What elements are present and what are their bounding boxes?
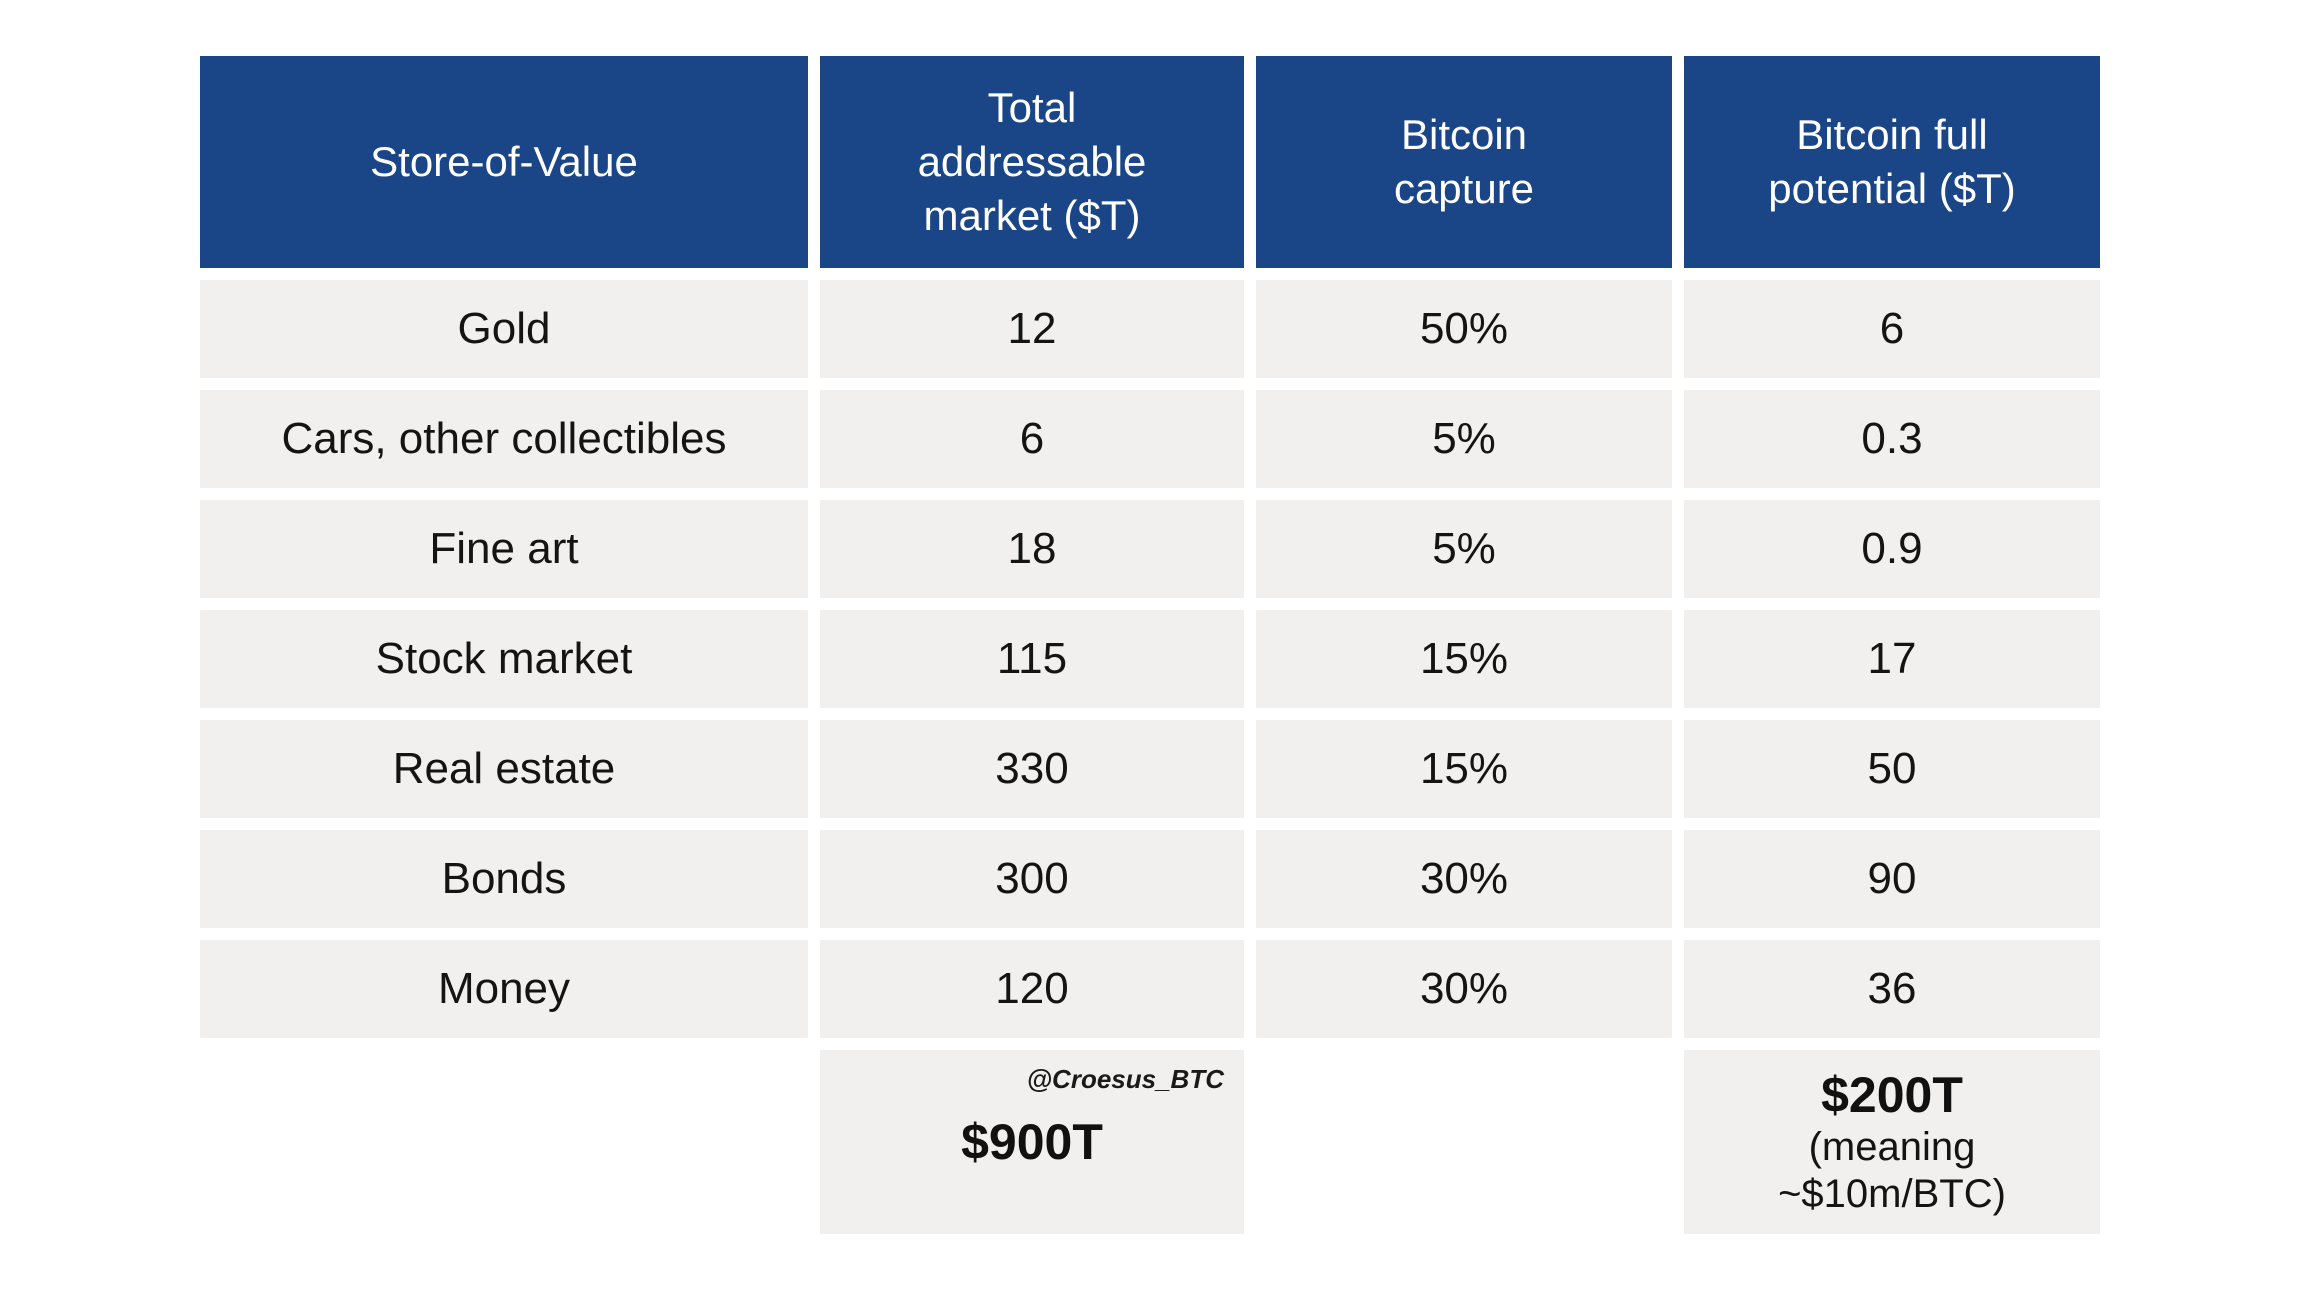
- tam-cell: 18: [820, 500, 1244, 598]
- row-label-cell: Gold: [200, 280, 808, 378]
- tam-cell: 115: [820, 610, 1244, 708]
- potential-cell: 0.3: [1684, 390, 2100, 488]
- tam-cell: 120: [820, 940, 1244, 1038]
- capture-cell: 15%: [1256, 720, 1672, 818]
- row-label-cell: Fine art: [200, 500, 808, 598]
- potential-cell: 6: [1684, 280, 2100, 378]
- row-label-cell: Bonds: [200, 830, 808, 928]
- potential-total-cell: $200T (meaning ~$10m/BTC): [1684, 1050, 2100, 1234]
- column-header-store-of-value: Store-of-Value: [200, 56, 808, 268]
- potential-cell: 50: [1684, 720, 2100, 818]
- watermark-handle: @Croesus_BTC: [1026, 1064, 1224, 1094]
- row-label-cell: Cars, other collectibles: [200, 390, 808, 488]
- tam-cell: 300: [820, 830, 1244, 928]
- potential-cell: 0.9: [1684, 500, 2100, 598]
- tam-cell: 12: [820, 280, 1244, 378]
- footer-empty-cell: [200, 1050, 808, 1234]
- row-label-cell: Real estate: [200, 720, 808, 818]
- capture-cell: 5%: [1256, 500, 1672, 598]
- tam-cell: 6: [820, 390, 1244, 488]
- potential-total-value: $200T: [1821, 1066, 1963, 1123]
- footer-empty-cell: [1256, 1050, 1672, 1234]
- tam-total-cell: @Croesus_BTC $900T: [820, 1050, 1244, 1234]
- potential-cell: 90: [1684, 830, 2100, 928]
- column-header-bitcoin-full-potential: Bitcoin full potential ($T): [1684, 56, 2100, 268]
- potential-cell: 36: [1684, 940, 2100, 1038]
- capture-cell: 5%: [1256, 390, 1672, 488]
- potential-total-note: (meaning ~$10m/BTC): [1778, 1124, 2006, 1216]
- row-label-cell: Stock market: [200, 610, 808, 708]
- tam-cell: 330: [820, 720, 1244, 818]
- tam-total-value: $900T: [961, 1114, 1103, 1170]
- store-of-value-table: Store-of-Value Total addressable market …: [200, 56, 2100, 1234]
- capture-cell: 15%: [1256, 610, 1672, 708]
- capture-cell: 30%: [1256, 940, 1672, 1038]
- column-header-total-addressable-market: Total addressable market ($T): [820, 56, 1244, 268]
- column-header-bitcoin-capture: Bitcoin capture: [1256, 56, 1672, 268]
- potential-cell: 17: [1684, 610, 2100, 708]
- capture-cell: 30%: [1256, 830, 1672, 928]
- capture-cell: 50%: [1256, 280, 1672, 378]
- row-label-cell: Money: [200, 940, 808, 1038]
